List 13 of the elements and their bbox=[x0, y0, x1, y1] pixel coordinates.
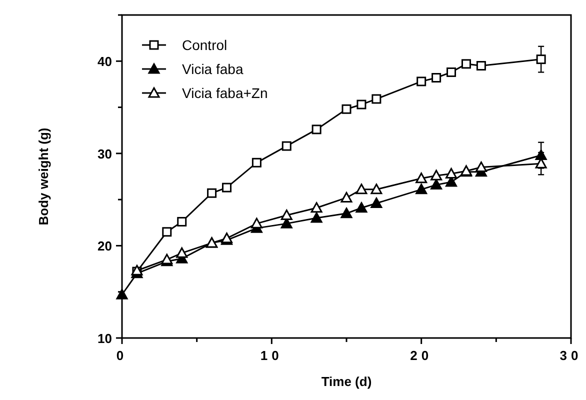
legend-label: Control bbox=[182, 37, 228, 53]
y-axis-title: Body weight (g) bbox=[36, 128, 51, 226]
x-axis-title: Time (d) bbox=[321, 374, 372, 389]
x-tick-label: 30 bbox=[560, 348, 582, 363]
x-tick-label: 10 bbox=[260, 348, 283, 363]
legend-label: Vicia faba bbox=[182, 61, 244, 77]
x-tick-label: 0 bbox=[116, 348, 128, 363]
legend-label: Vicia faba+Zn bbox=[182, 85, 268, 101]
x-tick-label: 20 bbox=[410, 348, 433, 363]
y-tick-label: 10 bbox=[98, 331, 112, 346]
y-tick-label: 40 bbox=[98, 54, 112, 70]
y-tick-label: 30 bbox=[98, 146, 112, 162]
y-tick-label: 20 bbox=[98, 238, 112, 254]
